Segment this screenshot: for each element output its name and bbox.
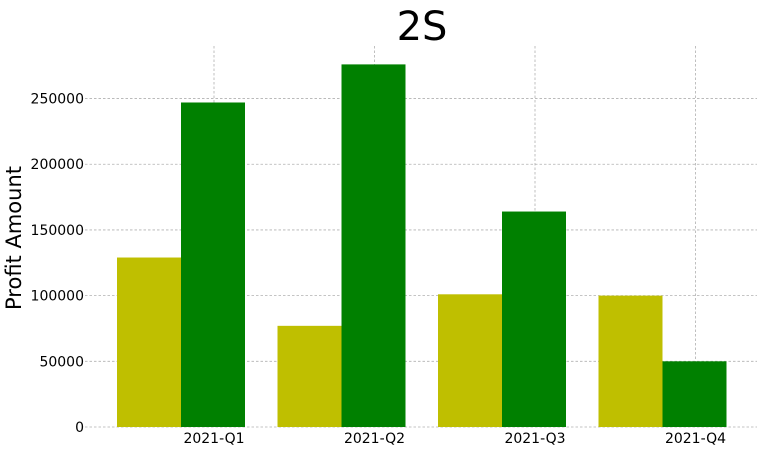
x-tick-label: 2021-Q3 — [504, 431, 565, 447]
bar-2021-Q1-series-1 — [117, 257, 181, 427]
bar-2021-Q4-series-2 — [662, 361, 727, 427]
x-tick-label: 2021-Q4 — [665, 431, 726, 447]
y-tick-label: 150000 — [31, 223, 84, 239]
x-tick-label: 2021-Q2 — [344, 431, 405, 447]
y-axis-label: Profit Amount — [2, 166, 26, 310]
bar-2021-Q3-series-1 — [438, 294, 502, 427]
y-tick-label: 200000 — [31, 157, 84, 173]
bar-2021-Q2-series-2 — [341, 64, 406, 428]
chart-title: 2S — [397, 4, 448, 50]
y-tick-label: 50000 — [39, 354, 84, 370]
bar-2021-Q2-series-1 — [277, 325, 342, 427]
bar-2021-Q3-series-2 — [502, 211, 566, 427]
bars — [117, 64, 727, 428]
y-tick-label: 100000 — [31, 289, 84, 305]
bar-2021-Q1-series-2 — [181, 102, 245, 427]
y-tick-label: 0 — [75, 420, 84, 436]
x-tick-labels: 2021-Q1 2021-Q2 2021-Q3 2021-Q4 — [183, 431, 726, 447]
y-tick-label: 250000 — [31, 92, 84, 108]
x-tick-label: 2021-Q1 — [183, 431, 244, 447]
y-tick-labels: 0 50000 100000 150000 200000 250000 — [31, 92, 84, 436]
bar-2021-Q4-series-1 — [598, 295, 663, 427]
